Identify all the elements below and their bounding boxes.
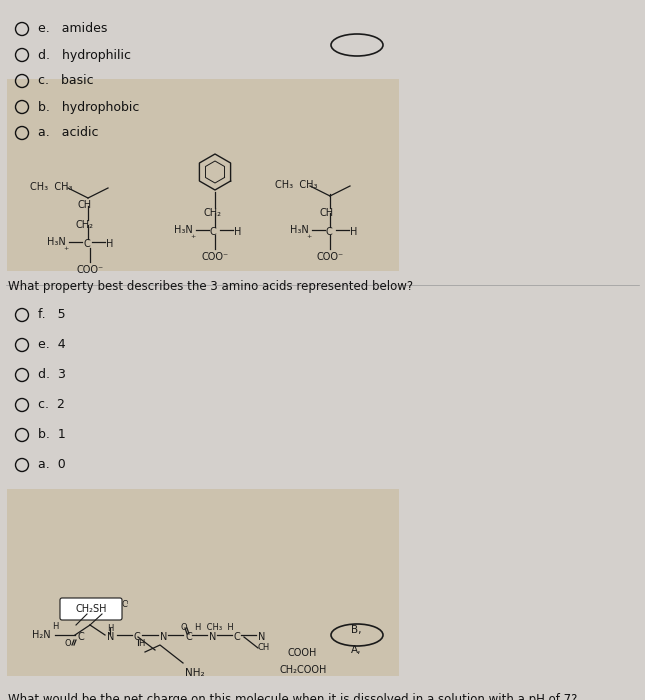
Text: a.   acidic: a. acidic — [38, 127, 99, 139]
Text: CH₂: CH₂ — [76, 220, 94, 230]
Text: O: O — [181, 623, 187, 632]
Text: c.  2: c. 2 — [38, 398, 65, 412]
Text: What would be the net charge on this molecule when it is dissolved in a solution: What would be the net charge on this mol… — [8, 693, 577, 700]
Text: f.   5: f. 5 — [38, 309, 66, 321]
FancyBboxPatch shape — [60, 598, 122, 620]
Text: CH₂SH: CH₂SH — [75, 604, 107, 614]
Text: C: C — [78, 632, 84, 642]
Text: B,: B, — [351, 625, 361, 635]
FancyBboxPatch shape — [7, 79, 399, 271]
Text: CH₃  CH₃: CH₃ CH₃ — [275, 180, 317, 190]
Text: b.   hydrophobic: b. hydrophobic — [38, 101, 139, 113]
Text: H: H — [234, 227, 241, 237]
Text: H₃N: H₃N — [47, 237, 66, 247]
Text: e.   amides: e. amides — [38, 22, 107, 36]
Text: c.   basic: c. basic — [38, 74, 94, 88]
Text: N: N — [107, 632, 114, 642]
Text: COO⁻: COO⁻ — [201, 252, 228, 262]
Text: CH: CH — [320, 208, 334, 218]
Text: H: H — [52, 622, 58, 631]
Text: C: C — [233, 632, 240, 642]
Text: H: H — [138, 639, 144, 648]
Text: CH: CH — [78, 200, 92, 210]
Text: b.  1: b. 1 — [38, 428, 66, 442]
Text: CH₂COOH: CH₂COOH — [280, 665, 328, 675]
Text: C: C — [83, 239, 90, 249]
Text: CH₃  CH₃: CH₃ CH₃ — [30, 182, 72, 192]
Text: A,: A, — [351, 645, 361, 655]
Text: H: H — [107, 624, 114, 633]
Text: What property best describes the 3 amino acids represented below?: What property best describes the 3 amino… — [8, 280, 413, 293]
Text: C: C — [185, 632, 192, 642]
Text: H₃N: H₃N — [174, 225, 193, 235]
Text: H: H — [106, 239, 114, 249]
Text: H₂N: H₂N — [32, 630, 50, 640]
Text: H₃N: H₃N — [290, 225, 309, 235]
Text: N: N — [160, 632, 167, 642]
Text: COO⁻: COO⁻ — [317, 252, 344, 262]
FancyBboxPatch shape — [7, 489, 399, 676]
Text: COOH: COOH — [288, 648, 317, 658]
Text: C: C — [210, 227, 217, 237]
Text: CH: CH — [258, 643, 270, 652]
Text: +: + — [190, 234, 195, 239]
Text: a.  0: a. 0 — [38, 458, 66, 472]
Text: C: C — [326, 227, 333, 237]
Text: N: N — [209, 632, 216, 642]
Text: O: O — [64, 639, 72, 648]
Text: +: + — [63, 246, 68, 251]
Text: e.  4: e. 4 — [38, 339, 66, 351]
Text: CH₂: CH₂ — [204, 208, 222, 218]
Text: NH₂: NH₂ — [185, 668, 205, 678]
Text: Cᴵ: Cᴵ — [122, 600, 130, 609]
Text: +: + — [306, 234, 312, 239]
Text: d.  3: d. 3 — [38, 368, 66, 382]
Text: H: H — [350, 227, 357, 237]
Text: C: C — [133, 632, 140, 642]
Text: N: N — [258, 632, 265, 642]
Text: d.   hydrophilic: d. hydrophilic — [38, 48, 131, 62]
Text: H  CH₃  H: H CH₃ H — [195, 623, 233, 632]
Text: COO⁻: COO⁻ — [77, 265, 104, 275]
